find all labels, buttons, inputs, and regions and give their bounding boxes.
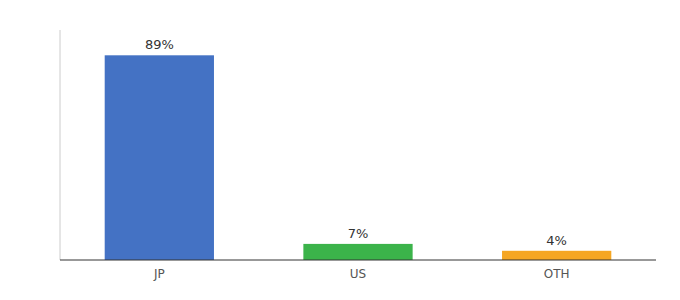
bar: [303, 244, 412, 260]
page: {"chart_data": {"type": "bar", "categori…: [0, 0, 680, 300]
x-tick-label: OTH: [544, 267, 570, 281]
x-tick-label: JP: [153, 267, 165, 281]
chart-container: JP US OTH 89% 7% 4%: [0, 0, 680, 300]
data-label: 4%: [546, 233, 567, 248]
chart-svg: JP US OTH 89% 7% 4%: [0, 0, 680, 300]
bars: [105, 55, 612, 260]
bar: [105, 55, 214, 260]
data-label: 7%: [348, 226, 369, 241]
x-tick-label: US: [350, 267, 366, 281]
data-label: 89%: [145, 37, 174, 52]
y-axis-line: [60, 30, 61, 260]
bar: [502, 251, 611, 260]
x-axis-line: [60, 260, 656, 261]
